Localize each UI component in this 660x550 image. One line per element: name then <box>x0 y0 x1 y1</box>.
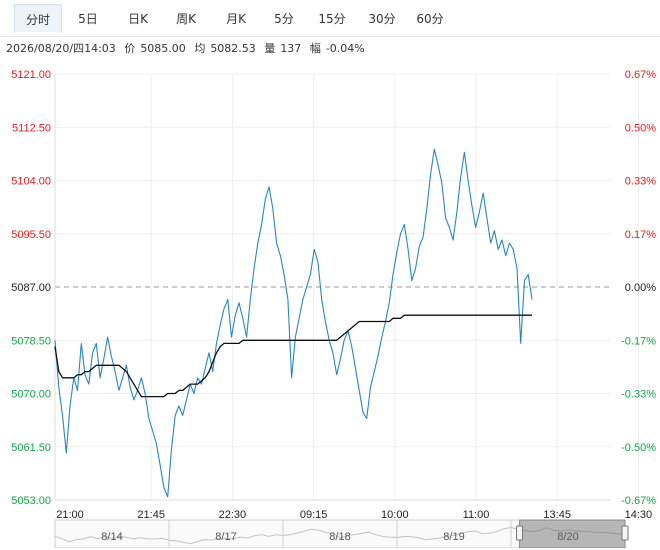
percent-tick-label: 0.17% <box>625 229 656 241</box>
time-tick-label: 21:00 <box>56 509 84 521</box>
info-avg: 5082.53 <box>210 42 256 55</box>
navigator-date-label: 8/18 <box>329 531 350 543</box>
price-tick-label: 5078.50 <box>11 335 51 347</box>
info-price: 5085.00 <box>140 42 186 55</box>
price-line <box>54 148 533 498</box>
time-tick-label: 22:30 <box>219 509 247 521</box>
tab-weekly-k[interactable]: 周K <box>176 12 196 26</box>
tab-5min[interactable]: 5分 <box>274 12 294 26</box>
range-navigator[interactable]: 8/14 8/17 8/18 8/19 8/20 <box>54 519 629 548</box>
info-price-label: 价 <box>124 42 136 55</box>
time-tick-label: 10:00 <box>381 509 409 521</box>
price-tick-label: 5053.00 <box>11 495 51 507</box>
time-axis: 21:00 21:45 22:30 09:15 10:00 11:00 13:45 14:30 <box>56 509 652 521</box>
percent-tick-label: -0.33% <box>621 389 656 401</box>
time-tick-label: 09:15 <box>300 509 328 521</box>
percent-tick-label: 0.00% <box>625 282 656 294</box>
price-tick-label: 5104.00 <box>11 176 51 188</box>
percent-tick-label: 0.33% <box>625 176 656 188</box>
time-tick-label: 11:00 <box>463 509 490 521</box>
tab-5day[interactable]: 5日 <box>78 12 98 26</box>
price-tick-label: 5087.00 <box>11 282 51 294</box>
navigator-right-handle[interactable] <box>621 525 629 541</box>
time-tick-label: 14:30 <box>625 509 653 521</box>
info-chg-label: 幅 <box>309 42 321 55</box>
price-tick-label: 5121.00 <box>11 69 51 81</box>
info-vol: 137 <box>280 42 302 55</box>
percent-tick-label: 0.67% <box>625 69 656 81</box>
average-line <box>54 314 532 398</box>
percent-tick-label: -0.67% <box>621 495 656 507</box>
price-tick-label: 5070.00 <box>11 389 51 401</box>
navigator-left-handle[interactable] <box>516 525 524 541</box>
period-tabs: 分时 5日 日K 周K 月K 5分 15分 30分 60分 <box>0 0 660 37</box>
percent-tick-label: 0.50% <box>625 122 656 134</box>
percent-axis: 0.67% 0.50% 0.33% 0.17% 0.00% -0.17% -0.33% -0.… <box>621 69 656 507</box>
navigator-date-label: 8/19 <box>443 531 464 543</box>
tab-monthly-k[interactable]: 月K <box>226 12 246 26</box>
price-tick-label: 5061.50 <box>11 442 51 454</box>
navigator-date-label: 8/14 <box>101 531 122 543</box>
percent-tick-label: -0.17% <box>621 335 656 347</box>
time-tick-label: 21:45 <box>137 509 165 521</box>
quote-info-bar: 2026/08/20/四14:03 价 5085.00 均 5082.53 量 137… <box>6 40 370 56</box>
navigator-selected-window[interactable] <box>519 519 626 548</box>
tab-15min[interactable]: 15分 <box>318 12 346 26</box>
tab-intraday[interactable]: 分时 <box>14 4 62 34</box>
navigator-mini-series <box>54 526 626 545</box>
info-datetime: 2026/08/20/四14:03 <box>6 42 116 55</box>
tab-daily-k[interactable]: 日K <box>128 12 148 26</box>
chart-grid <box>54 73 639 501</box>
navigator-date-label: 8/17 <box>215 531 236 543</box>
price-axis: 5121.00 5112.50 5104.00 5095.50 5087.00 5078.… <box>11 69 51 507</box>
percent-tick-label: -0.50% <box>621 442 656 454</box>
info-vol-label: 量 <box>264 42 276 55</box>
tab-60min[interactable]: 60分 <box>416 12 444 26</box>
time-tick-label: 13:45 <box>543 509 571 521</box>
info-chg: -0.04% <box>325 42 365 55</box>
price-tick-label: 5095.50 <box>11 229 51 241</box>
navigator-date-label: 8/20 <box>557 531 578 543</box>
tab-30min[interactable]: 30分 <box>368 12 396 26</box>
price-tick-label: 5112.50 <box>12 122 51 134</box>
info-avg-label: 均 <box>194 42 206 55</box>
chart-series <box>54 148 533 498</box>
intraday-chart[interactable]: 5121.00 5112.50 5104.00 5095.50 5087.00 5078.… <box>0 66 660 548</box>
